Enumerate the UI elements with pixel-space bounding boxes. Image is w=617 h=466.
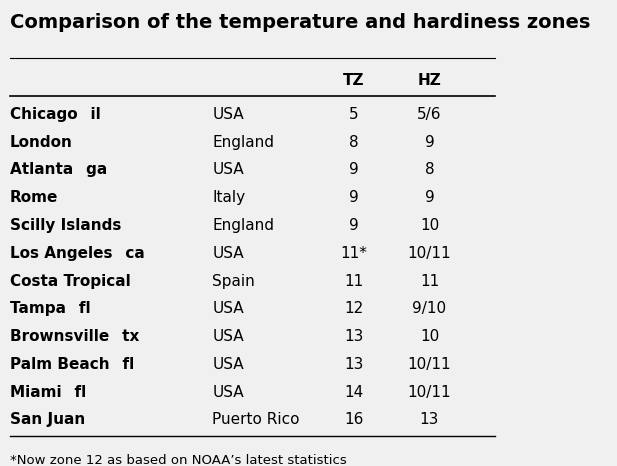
Text: England: England (212, 135, 274, 150)
Text: 14: 14 (344, 384, 363, 400)
Text: Puerto Rico: Puerto Rico (212, 412, 300, 427)
Text: Tampa  fl: Tampa fl (10, 302, 91, 316)
Text: USA: USA (212, 384, 244, 400)
Text: 10/11: 10/11 (408, 384, 451, 400)
Text: USA: USA (212, 329, 244, 344)
Text: 13: 13 (420, 412, 439, 427)
Text: 11: 11 (344, 274, 363, 288)
Text: Comparison of the temperature and hardiness zones: Comparison of the temperature and hardin… (10, 14, 590, 33)
Text: Brownsville  tx: Brownsville tx (10, 329, 139, 344)
Text: 5/6: 5/6 (417, 107, 442, 122)
Text: USA: USA (212, 357, 244, 372)
Text: 16: 16 (344, 412, 363, 427)
Text: 13: 13 (344, 357, 363, 372)
Text: Rome: Rome (10, 190, 59, 205)
Text: 9: 9 (349, 190, 358, 205)
Text: 13: 13 (344, 329, 363, 344)
Text: 10: 10 (420, 329, 439, 344)
Text: Chicago  il: Chicago il (10, 107, 101, 122)
Text: USA: USA (212, 107, 244, 122)
Text: HZ: HZ (418, 73, 441, 88)
Text: 8: 8 (349, 135, 358, 150)
Text: San Juan: San Juan (10, 412, 85, 427)
Text: Scilly Islands: Scilly Islands (10, 218, 122, 233)
Text: *Now zone 12 as based on NOAA’s latest statistics: *Now zone 12 as based on NOAA’s latest s… (10, 454, 347, 466)
Text: 9/10: 9/10 (412, 302, 447, 316)
Text: 12: 12 (344, 302, 363, 316)
Text: Miami  fl: Miami fl (10, 384, 86, 400)
Text: 10/11: 10/11 (408, 357, 451, 372)
Text: London: London (10, 135, 73, 150)
Text: Palm Beach  fl: Palm Beach fl (10, 357, 135, 372)
Text: 9: 9 (349, 218, 358, 233)
Text: 9: 9 (349, 163, 358, 178)
Text: 11*: 11* (340, 246, 367, 261)
Text: 9: 9 (424, 190, 434, 205)
Text: 9: 9 (424, 135, 434, 150)
Text: 10/11: 10/11 (408, 246, 451, 261)
Text: Atlanta  ga: Atlanta ga (10, 163, 107, 178)
Text: TZ: TZ (343, 73, 365, 88)
Text: USA: USA (212, 163, 244, 178)
Text: 5: 5 (349, 107, 358, 122)
Text: 11: 11 (420, 274, 439, 288)
Text: 8: 8 (424, 163, 434, 178)
Text: 10: 10 (420, 218, 439, 233)
Text: Los Angeles  ca: Los Angeles ca (10, 246, 145, 261)
Text: Costa Tropical: Costa Tropical (10, 274, 131, 288)
Text: Spain: Spain (212, 274, 255, 288)
Text: Italy: Italy (212, 190, 246, 205)
Text: USA: USA (212, 302, 244, 316)
Text: USA: USA (212, 246, 244, 261)
Text: England: England (212, 218, 274, 233)
